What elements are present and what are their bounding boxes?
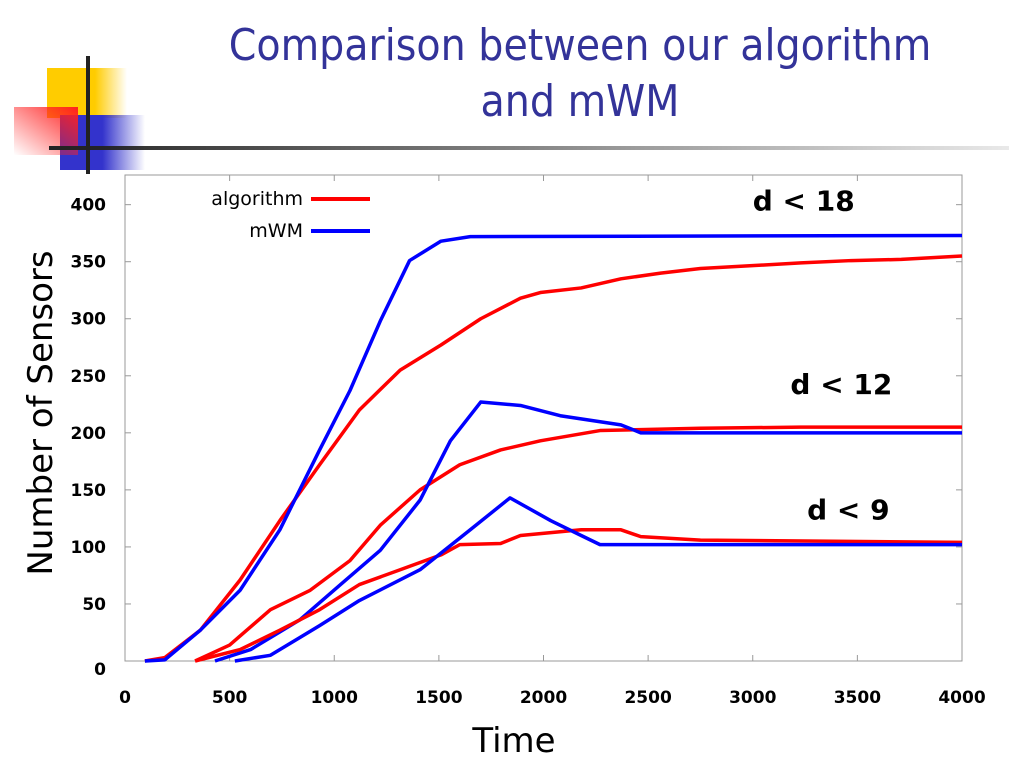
- series-line-algorithm-d12: [194, 425, 962, 663]
- annotation-label: d < 12: [790, 368, 892, 401]
- x-tick-label: 4000: [938, 688, 985, 708]
- x-tick-label: 2000: [520, 688, 567, 708]
- x-tick-label: 1500: [415, 688, 462, 708]
- plot-frame: [124, 174, 963, 662]
- y-tick-label: 350: [71, 253, 107, 273]
- y-tick-label: 150: [71, 481, 107, 501]
- x-axis-label: Time: [471, 721, 555, 761]
- y-tick-label: 300: [71, 310, 107, 330]
- legend-label: algorithm: [211, 188, 303, 210]
- title-line-1: Comparison between our algorithm: [228, 20, 932, 71]
- x-tick-label: 3500: [834, 688, 881, 708]
- annotation-label: d < 9: [807, 494, 889, 527]
- annotation-label: d < 18: [753, 184, 855, 217]
- series-line-algorithm-d18: [144, 254, 963, 663]
- series-line-mWM-d18: [144, 233, 963, 663]
- x-tick-label: 500: [212, 688, 248, 708]
- x-tick-label: 3000: [729, 688, 776, 708]
- slide-title: Comparison between our algorithm and mWM: [150, 18, 1010, 130]
- series-line-algorithm-d9: [194, 528, 963, 663]
- x-tick-label: 1000: [311, 688, 358, 708]
- series-line-mWM-d9: [234, 496, 962, 663]
- y-tick-label: 200: [71, 424, 107, 444]
- legend-label: mWM: [249, 220, 303, 242]
- y-tick-label: 50: [82, 595, 106, 615]
- x-tick-label: 0: [119, 688, 131, 708]
- y-axis-label: Number of Sensors: [21, 250, 61, 575]
- y-tick-label: 400: [71, 196, 107, 216]
- y-tick-label: 100: [71, 538, 107, 558]
- y-tick-label: 0: [94, 660, 106, 680]
- title-line-2: and mWM: [480, 76, 680, 127]
- y-tick-label: 250: [71, 367, 107, 387]
- x-tick-label: 2500: [624, 688, 671, 708]
